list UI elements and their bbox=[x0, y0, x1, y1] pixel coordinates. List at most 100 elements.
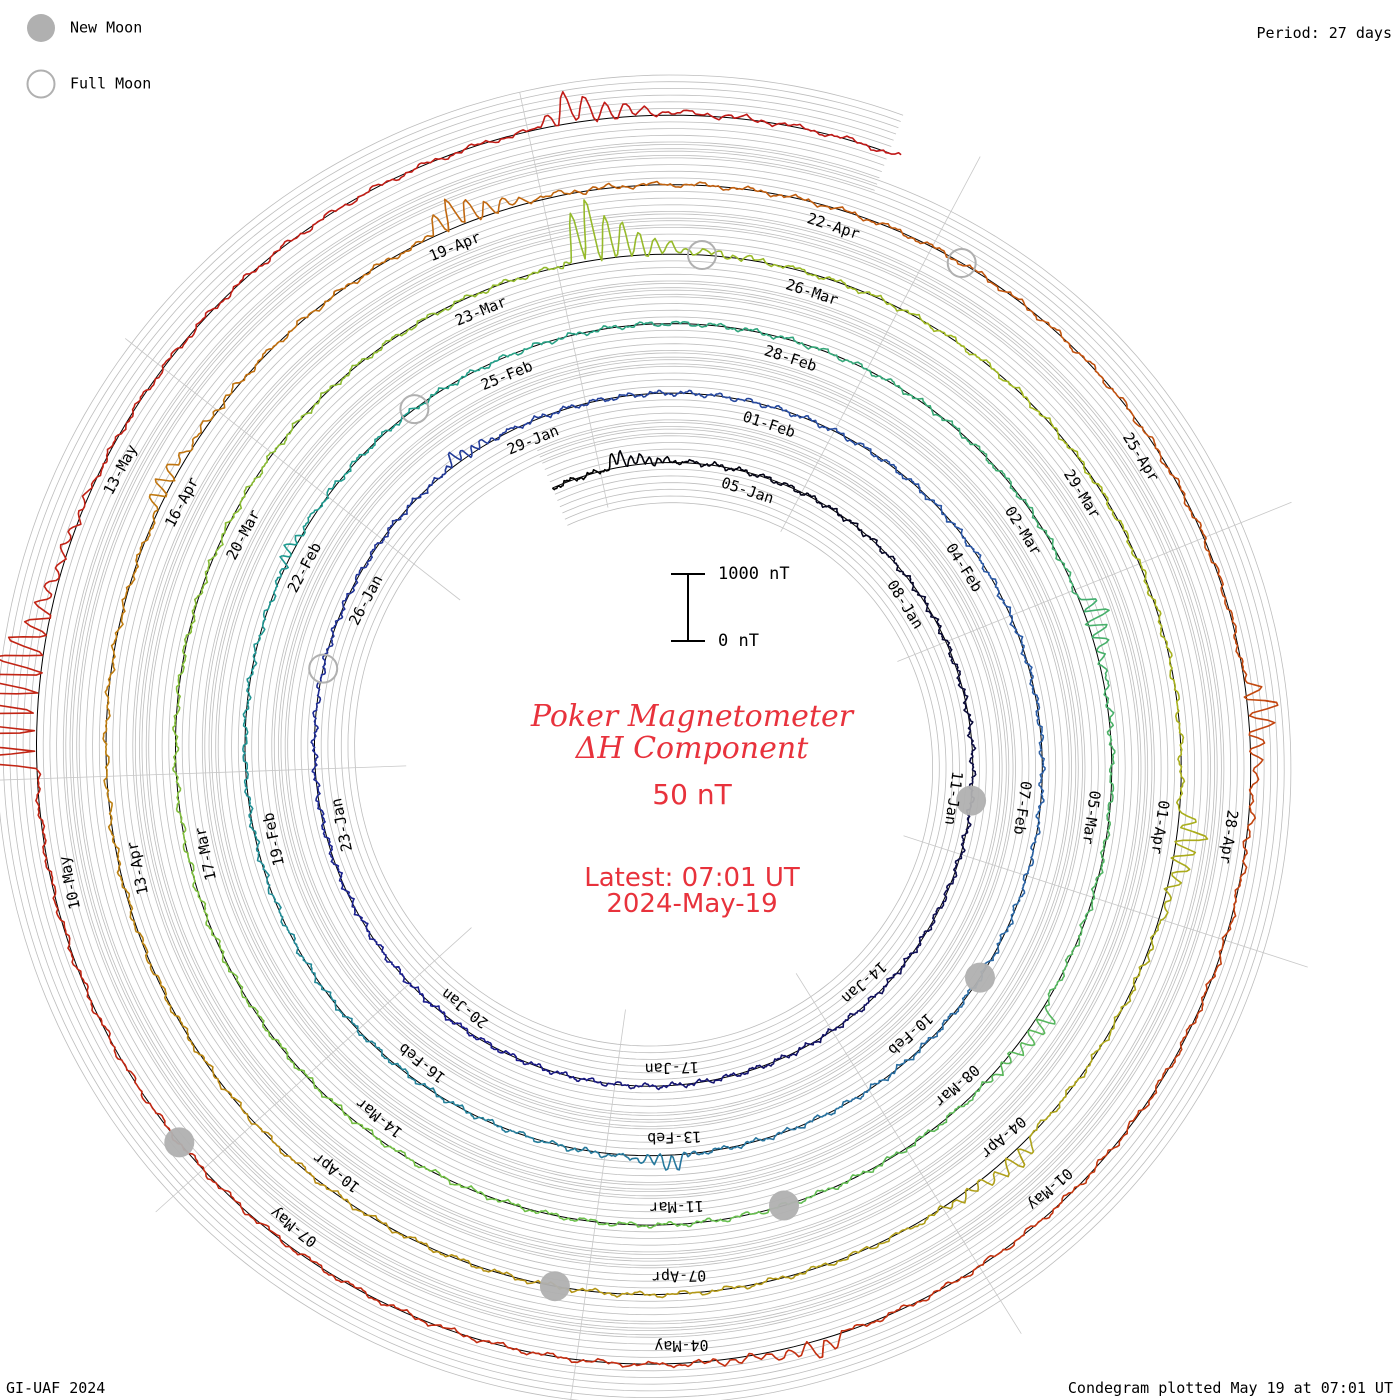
moon-phase-markers bbox=[164, 240, 995, 1302]
trace-segment bbox=[525, 397, 609, 425]
full-moon-marker bbox=[687, 240, 717, 270]
trace-segment bbox=[1017, 1054, 1093, 1166]
trace-segment bbox=[224, 429, 293, 526]
trace-segment bbox=[752, 473, 818, 502]
trace-segment bbox=[746, 1041, 817, 1075]
trace-segment bbox=[551, 453, 618, 491]
date-tick-label: 04-May bbox=[654, 1336, 709, 1356]
full-moon-legend-label: Full Moon bbox=[70, 75, 151, 93]
trace-segment bbox=[945, 1201, 1063, 1285]
delta-h-trace bbox=[0, 91, 1279, 1369]
trace-segment bbox=[765, 1099, 850, 1141]
trace-segment bbox=[799, 1225, 918, 1275]
trace-segment bbox=[1213, 838, 1248, 977]
trace-segment bbox=[1146, 592, 1180, 712]
trace-segment bbox=[890, 378, 971, 445]
full-moon-marker bbox=[308, 653, 339, 684]
date-tick-label: 11-Mar bbox=[649, 1197, 704, 1217]
radial-line bbox=[795, 973, 1022, 1334]
spiral-grid bbox=[0, 74, 1292, 1400]
date-tick-label: 14-Jan bbox=[838, 958, 890, 1008]
grid-spiral bbox=[69, 148, 1218, 1332]
scale-bar-bottom-label: 0 nT bbox=[718, 631, 759, 651]
trace-segment bbox=[574, 180, 711, 195]
full-moon-marker bbox=[399, 394, 430, 425]
trace-segment bbox=[707, 184, 843, 210]
trace-segment bbox=[1068, 343, 1159, 451]
new-moon-marker bbox=[539, 1271, 570, 1302]
trace-segment bbox=[914, 1156, 1026, 1228]
trace-segment bbox=[492, 1121, 583, 1153]
radial-line bbox=[897, 501, 1292, 662]
date-tick-label: 16-Apr bbox=[161, 474, 202, 530]
trace-segment bbox=[451, 1021, 522, 1063]
trace-segment bbox=[674, 1137, 767, 1171]
date-tick-label: 13-Feb bbox=[647, 1127, 702, 1147]
trace-segment bbox=[860, 142, 902, 156]
date-tick-label: 17-Jan bbox=[644, 1058, 699, 1078]
date-tick-label: 20-Jan bbox=[438, 985, 492, 1033]
trace-segment bbox=[679, 1340, 824, 1368]
trace-segment bbox=[311, 746, 326, 829]
grid-spiral bbox=[62, 141, 1225, 1338]
trace-segment bbox=[189, 522, 227, 635]
trace-segment bbox=[980, 896, 1021, 980]
trace-segment bbox=[443, 189, 578, 232]
radial-line bbox=[903, 835, 1308, 968]
trace-segment bbox=[594, 1080, 673, 1091]
trace-segment bbox=[374, 294, 478, 354]
trace-segment bbox=[474, 212, 587, 298]
date-tick-label: 07-May bbox=[267, 1204, 321, 1252]
trace-segment bbox=[1021, 391, 1101, 487]
date-tick-label: 17-Mar bbox=[191, 825, 220, 882]
trace-segment bbox=[1106, 714, 1116, 820]
trace-segment bbox=[351, 900, 399, 968]
grid-spiral bbox=[15, 94, 1272, 1385]
trace-segment bbox=[676, 1272, 803, 1296]
trace-segment bbox=[409, 1077, 495, 1123]
date-tick-label: 07-Apr bbox=[652, 1266, 707, 1286]
latest-date-label: 2024-May-19 bbox=[606, 889, 777, 919]
trace-segment bbox=[702, 248, 820, 280]
trace-segment bbox=[795, 341, 892, 381]
trace-segment bbox=[403, 1309, 542, 1356]
new-moon-marker bbox=[965, 962, 995, 993]
new-moon-legend-icon bbox=[27, 14, 55, 42]
trace-segment bbox=[332, 214, 450, 296]
trace-segment bbox=[874, 936, 922, 998]
trace-segment bbox=[172, 743, 190, 858]
scale-bar-top-label: 1000 nT bbox=[718, 564, 790, 584]
trace-segment bbox=[231, 1096, 327, 1187]
trace-segment bbox=[1084, 608, 1115, 716]
trace-segment bbox=[1019, 635, 1041, 723]
trace-segment bbox=[1036, 721, 1046, 811]
trace-segment bbox=[43, 461, 108, 598]
trace-segment bbox=[290, 351, 378, 432]
trace-segment bbox=[242, 747, 261, 843]
trace-segment bbox=[881, 1099, 971, 1167]
date-tick-label: 29-Jan bbox=[504, 421, 561, 458]
trace-segment bbox=[839, 206, 964, 267]
period-label: Period: 27 days bbox=[1257, 24, 1392, 42]
trace-segment bbox=[253, 554, 289, 651]
new-moon-marker bbox=[956, 785, 987, 816]
trace-segment bbox=[712, 113, 861, 144]
trace-segment bbox=[1097, 483, 1150, 596]
trace-segment bbox=[413, 356, 501, 410]
trace-segment bbox=[102, 613, 124, 745]
new-moon-legend-label: New Moon bbox=[70, 19, 142, 37]
trace-segment bbox=[222, 961, 289, 1057]
date-tick-label: 13-Apr bbox=[123, 840, 152, 897]
trace-segment bbox=[615, 450, 686, 467]
radial-line bbox=[155, 927, 472, 1213]
date-tick-label: 08-Jan bbox=[883, 577, 927, 632]
trace-segment bbox=[175, 1140, 283, 1243]
trace-segment bbox=[821, 1281, 949, 1358]
trace-segment bbox=[519, 1059, 597, 1083]
date-tick-label: 07-Feb bbox=[1010, 780, 1035, 836]
trace-segment bbox=[0, 596, 52, 735]
trace-segment bbox=[116, 869, 167, 992]
plotted-label: Condegram plotted May 19 at 07:01 UT bbox=[1068, 1379, 1393, 1397]
trace-segment bbox=[1242, 699, 1279, 843]
date-tick-label: 04-Feb bbox=[942, 540, 986, 595]
